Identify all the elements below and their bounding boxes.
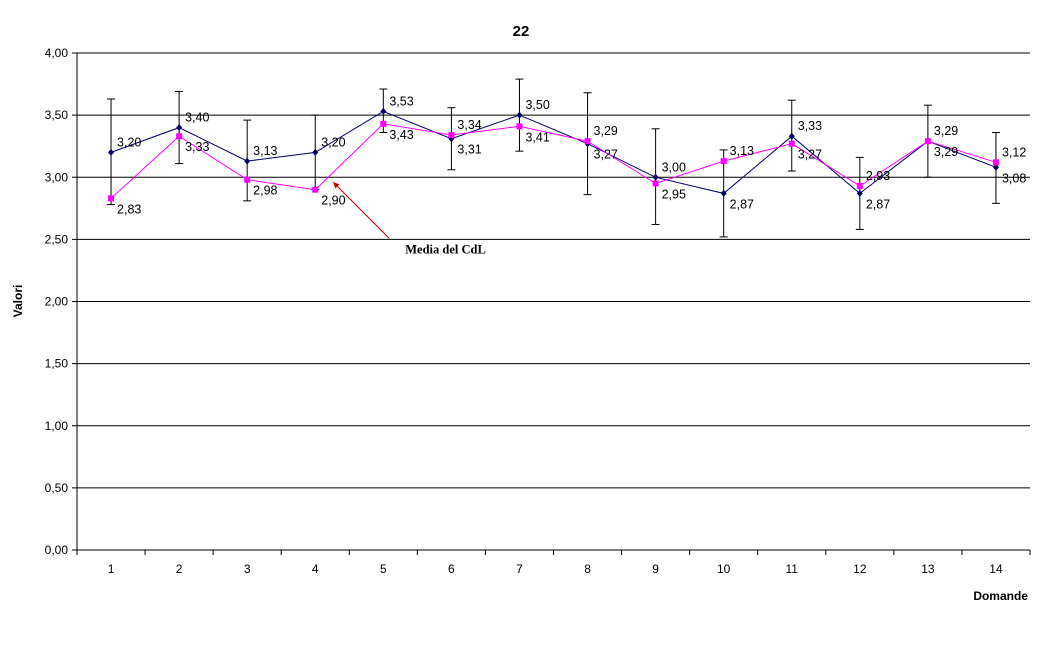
data-point-marker — [448, 132, 455, 139]
y-tick-label: 0,00 — [45, 543, 69, 557]
x-tick-label: 14 — [989, 562, 1003, 576]
data-label: 2,98 — [253, 184, 277, 198]
data-label: 2,87 — [866, 197, 890, 211]
x-tick-label: 1 — [108, 562, 115, 576]
x-tick-label: 6 — [448, 562, 455, 576]
data-point-marker — [584, 138, 591, 145]
data-point-marker — [720, 158, 727, 165]
x-axis-title: Domande — [973, 589, 1028, 603]
data-point-marker — [924, 138, 931, 145]
x-tick-label: 8 — [584, 562, 591, 576]
data-label: 2,83 — [117, 202, 141, 216]
y-axis-title: Valori — [11, 285, 25, 318]
x-tick-label: 3 — [244, 562, 251, 576]
data-point-marker — [380, 107, 387, 115]
data-point-marker — [176, 124, 183, 132]
data-point-marker — [788, 132, 795, 140]
y-tick-label: 4,00 — [45, 46, 69, 60]
data-label: 3,40 — [185, 111, 209, 125]
data-point-marker — [516, 123, 523, 130]
data-point-marker — [312, 186, 319, 193]
series-line-2 — [110, 123, 997, 199]
x-tick-label: 7 — [516, 562, 523, 576]
data-label: 3,27 — [594, 148, 618, 162]
data-point-marker — [244, 157, 251, 165]
data-point-marker — [652, 180, 659, 187]
annotations: Media del CdL — [332, 181, 486, 256]
data-label: 3,13 — [730, 144, 754, 158]
data-markers — [108, 107, 999, 202]
data-label: 3,20 — [117, 135, 141, 149]
data-label: 3,43 — [389, 128, 413, 142]
y-tick-label: 2,50 — [45, 232, 69, 246]
x-tick-label: 2 — [176, 562, 183, 576]
axes: 0,000,501,001,502,002,503,003,504,001 2 3 4… — [45, 46, 1031, 576]
data-label: 3,33 — [185, 140, 209, 154]
data-label: 2,90 — [321, 194, 345, 208]
data-point-marker — [856, 189, 863, 197]
y-tick-label: 1,00 — [45, 419, 69, 433]
data-point-marker — [788, 140, 795, 147]
data-label: 3,20 — [321, 135, 345, 149]
annotation-arrow — [332, 181, 390, 239]
y-tick-label: 1,50 — [45, 357, 69, 371]
data-label: 3,27 — [798, 148, 822, 162]
x-tick-label: 13 — [921, 562, 935, 576]
data-label: 3,00 — [662, 160, 686, 174]
data-label: 3,29 — [594, 124, 618, 138]
data-label: 3,29 — [934, 124, 958, 138]
y-tick-label: 2,00 — [45, 295, 69, 309]
data-label: 3,29 — [934, 145, 958, 159]
data-label: 3,53 — [389, 94, 413, 108]
data-label: 3,33 — [798, 119, 822, 133]
data-label: 3,50 — [525, 98, 549, 112]
x-tick-label: 9 — [652, 562, 659, 576]
gridlines — [77, 52, 1030, 551]
chart-title: 22 — [513, 23, 530, 40]
data-label: 3,31 — [457, 143, 481, 157]
x-tick-label: 4 — [312, 562, 319, 576]
x-tick-label: 5 — [380, 562, 387, 576]
y-tick-label: 0,50 — [45, 481, 69, 495]
data-labels: 3,20 2,83 3,40 3,33 3,13 2,98 3,20 2,90 3,53 3,43… — [117, 94, 1026, 216]
data-point-marker — [516, 111, 523, 119]
x-tick-label: 10 — [717, 562, 731, 576]
data-point-marker — [720, 189, 727, 197]
y-tick-label: 3,00 — [45, 170, 69, 184]
data-label: 3,13 — [253, 144, 277, 158]
data-label: 3,12 — [1002, 145, 1026, 159]
y-tick-label: 3,50 — [45, 108, 69, 122]
data-label: 2,95 — [662, 187, 686, 201]
data-point-marker — [992, 163, 999, 171]
series-line-1 — [110, 110, 997, 195]
annotation-label: Media del CdL — [405, 242, 486, 256]
data-point-marker — [108, 148, 115, 156]
data-point-marker — [176, 133, 183, 140]
data-label: 2,87 — [730, 197, 754, 211]
x-tick-label: 11 — [786, 562, 799, 576]
data-point-marker — [856, 182, 863, 189]
x-tick-label: 12 — [853, 562, 867, 576]
data-point-marker — [244, 176, 251, 183]
data-label: 2,93 — [866, 169, 890, 183]
series-lines — [110, 110, 997, 199]
data-point-marker — [380, 120, 387, 127]
data-label: 3,08 — [1002, 171, 1026, 185]
data-point-marker — [992, 159, 999, 166]
data-label: 3,41 — [525, 130, 549, 144]
data-label: 3,34 — [457, 118, 481, 132]
data-point-marker — [312, 148, 319, 156]
data-point-marker — [652, 173, 659, 181]
data-point-marker — [108, 195, 115, 202]
